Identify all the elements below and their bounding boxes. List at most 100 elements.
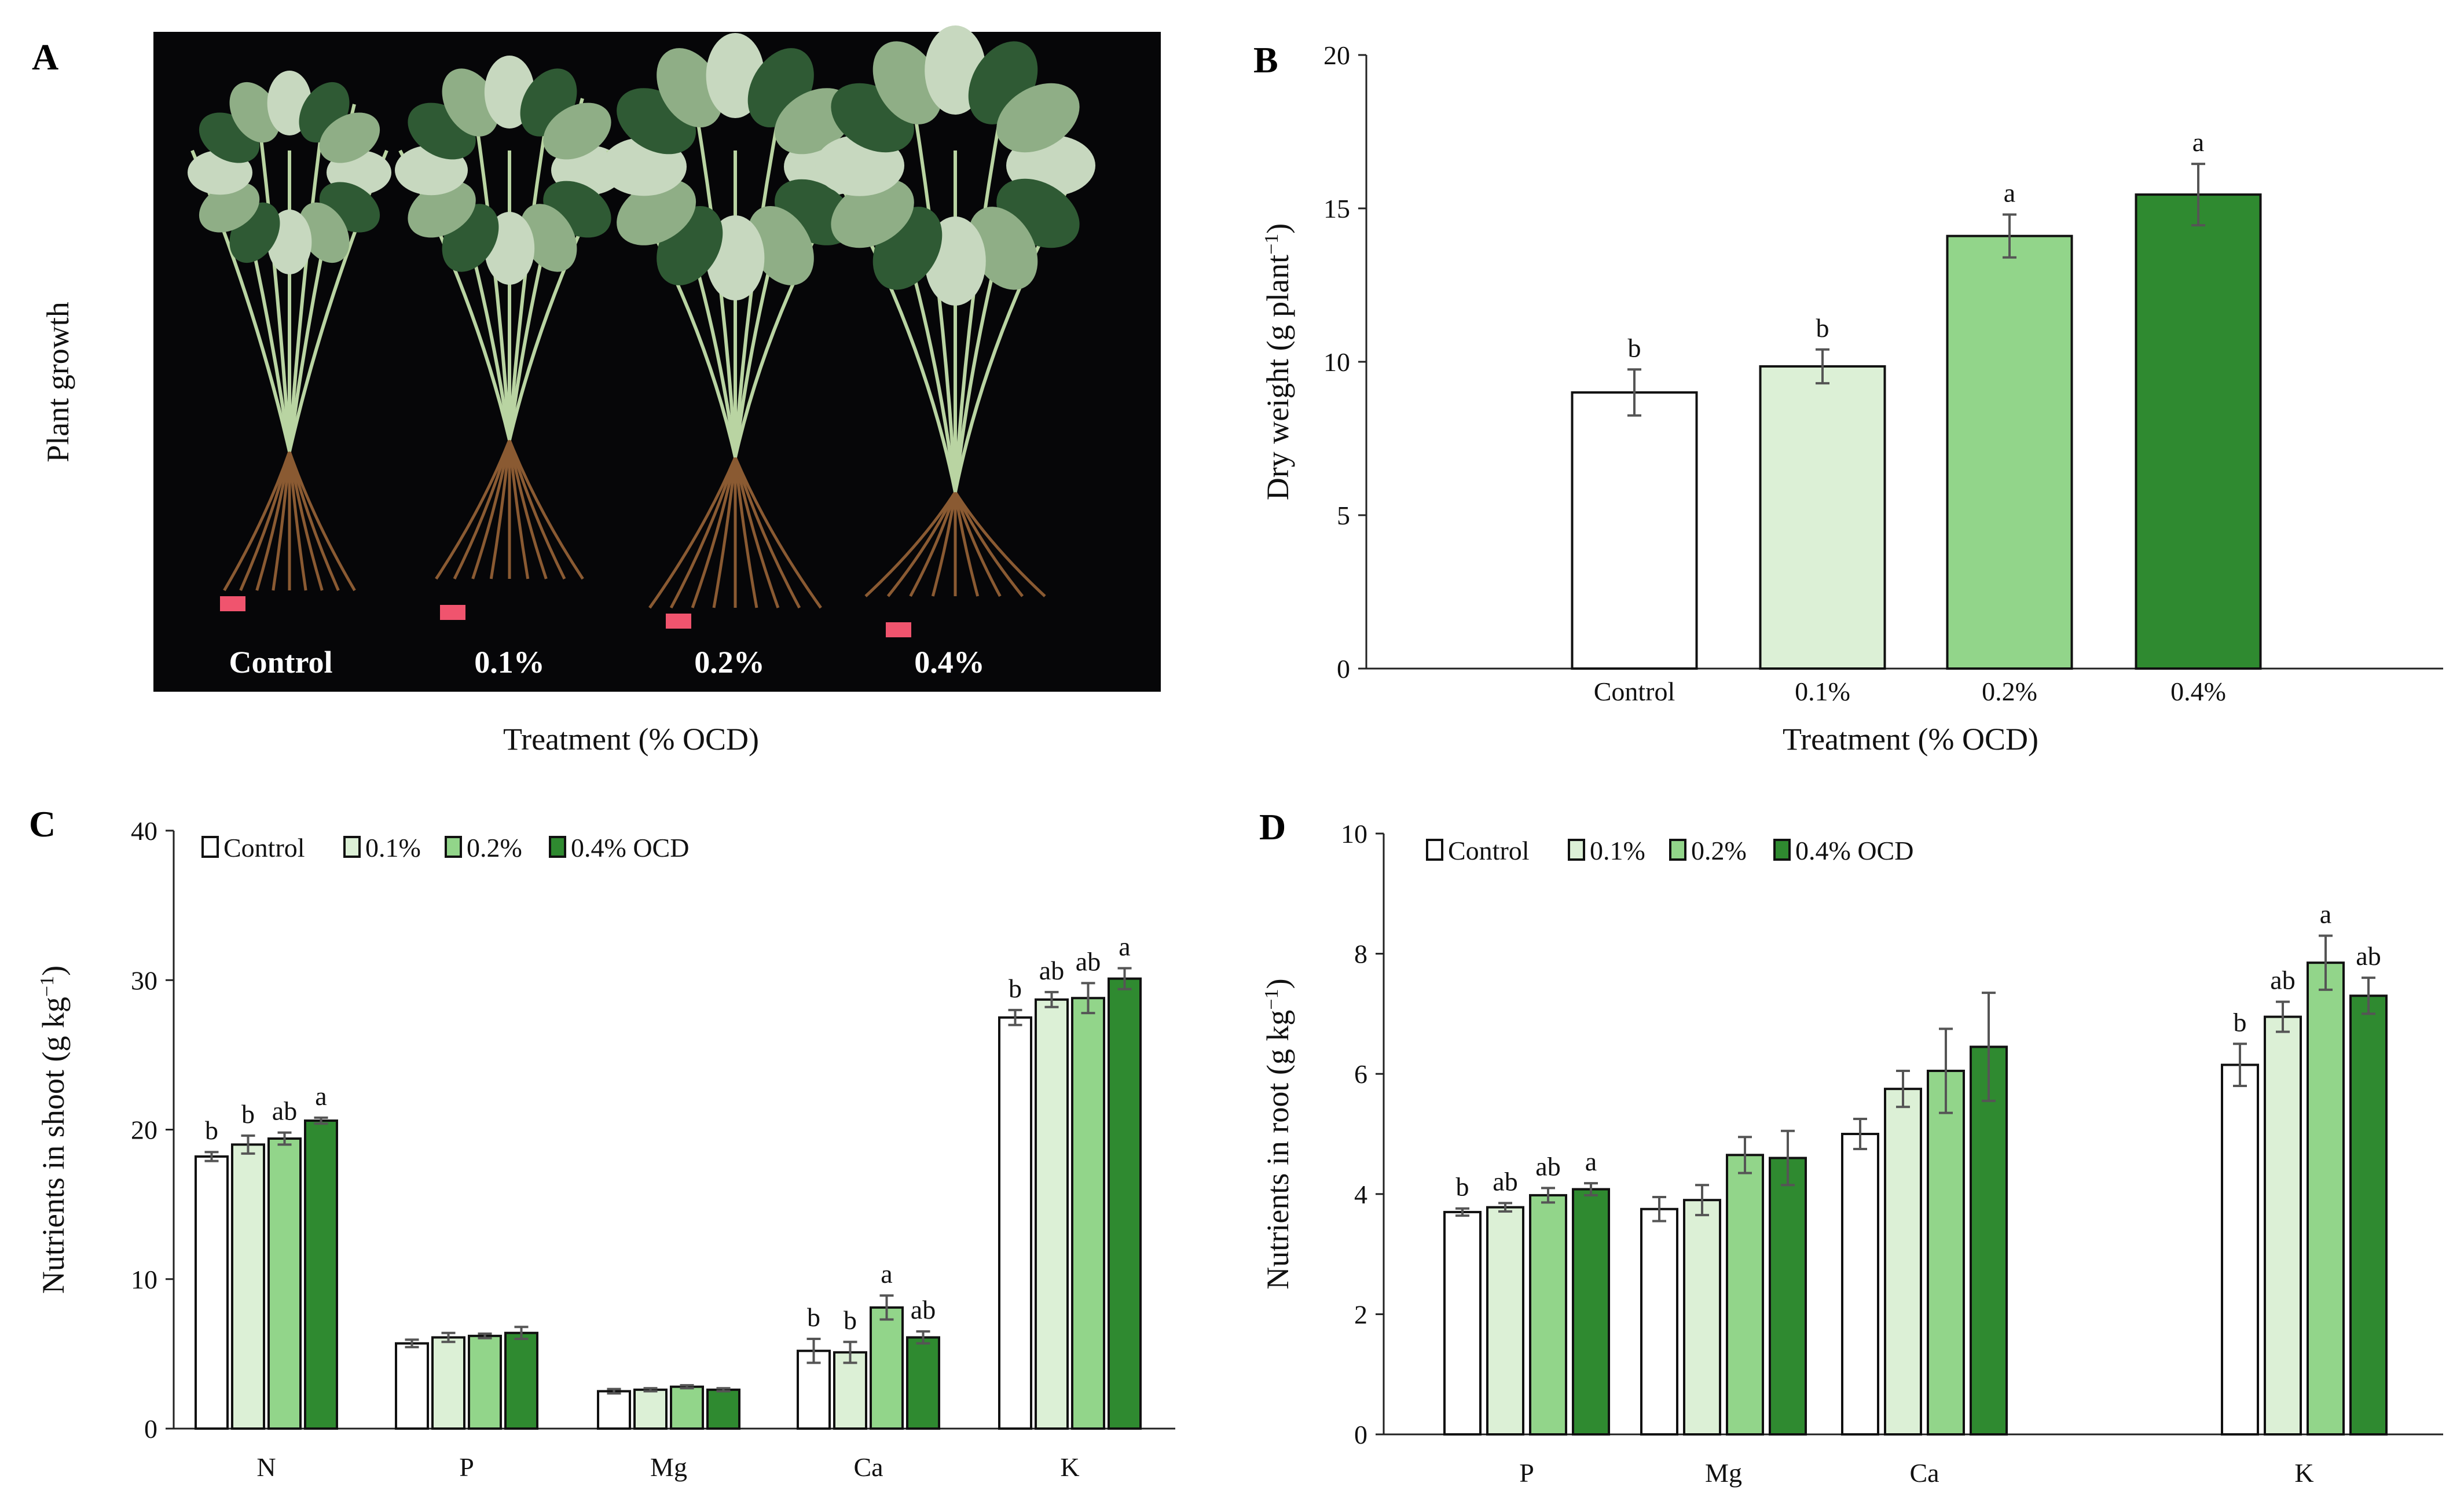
root-strand <box>691 457 737 608</box>
legend-label: Control <box>1448 836 1530 865</box>
y-tick-label: 0 <box>144 1414 157 1444</box>
significance-letter: ab <box>1493 1166 1517 1196</box>
root-strand <box>931 491 957 597</box>
significance-letter: ab <box>1535 1151 1560 1181</box>
x-tick-label: P <box>459 1452 474 1482</box>
y-tick-label: 8 <box>1354 939 1367 969</box>
y-axis-title-text: Nutrients in root (g kg <box>1260 1010 1295 1290</box>
stem <box>508 124 548 441</box>
significance-letter: b <box>844 1305 857 1335</box>
root-strand <box>886 491 957 597</box>
y-axis-title-close: ) <box>1260 223 1295 234</box>
x-tick-label: K <box>1060 1452 1079 1482</box>
root-strand <box>453 439 511 580</box>
x-tick-label: 0.2% <box>1982 677 2037 706</box>
significance-letter: b <box>2234 1007 2247 1037</box>
leaf <box>996 83 1080 153</box>
legend-swatch <box>1773 839 1791 861</box>
y-tick-label: 2 <box>1354 1300 1367 1329</box>
x-tick-label: Mg <box>650 1452 687 1482</box>
label-tag <box>666 614 691 629</box>
bar <box>1946 234 2073 670</box>
stem <box>288 127 324 452</box>
legend-swatch <box>445 836 462 858</box>
photo-label-1: Control <box>229 645 332 680</box>
x-tick-label: 0.4% <box>2170 677 2226 706</box>
significance-letter: b <box>807 1302 820 1332</box>
significance-letter: a <box>315 1081 327 1111</box>
root-strand <box>712 457 737 608</box>
x-tick-label: Control <box>1594 677 1675 706</box>
root-strand <box>954 491 980 597</box>
significance-letter: b <box>205 1115 218 1145</box>
plant-3 <box>602 33 869 629</box>
y-tick-label: 0 <box>1337 654 1350 684</box>
y-tick-label: 30 <box>131 966 157 995</box>
y-tick-label: 20 <box>131 1115 157 1145</box>
plant-4 <box>815 25 1095 637</box>
legend-swatch <box>1426 839 1443 861</box>
y-tick-label: 6 <box>1354 1059 1367 1089</box>
leaf <box>831 178 914 248</box>
y-axis-title-sup: −1 <box>1261 989 1282 1010</box>
bar <box>906 1336 940 1430</box>
bar <box>670 1385 704 1430</box>
legend-label: 0.2% <box>467 833 522 862</box>
plant-2 <box>395 56 624 620</box>
root-strand <box>954 491 1024 597</box>
significance-letter: a <box>881 1259 892 1289</box>
significance-letter: b <box>1456 1172 1469 1202</box>
legend-label: 0.4% OCD <box>1795 836 1913 865</box>
significance-letter: ab <box>2270 966 2295 995</box>
significance-letter: b <box>1816 313 1829 343</box>
leaf <box>968 207 1038 290</box>
bar <box>1486 1206 1524 1436</box>
significance-letter: b <box>1009 974 1022 1003</box>
root-strand <box>223 451 291 592</box>
significance-letter: a <box>2004 178 2015 208</box>
label-tag <box>220 596 245 611</box>
y-tick-label: 20 <box>1323 41 1350 70</box>
bar <box>2307 961 2345 1436</box>
bar <box>1726 1154 1764 1436</box>
root-strand <box>734 457 780 608</box>
y-axis-title-close: ) <box>1260 978 1295 989</box>
significance-letter: ab <box>2356 941 2381 971</box>
bar <box>1759 365 1886 670</box>
y-axis-title: Dry weight (g plant−1) <box>1260 223 1295 501</box>
significance-letter: ab <box>1039 956 1064 985</box>
bar <box>2221 1063 2259 1436</box>
x-axis-title: Treatment (% OCD) <box>1783 722 2038 757</box>
bar <box>1572 1188 1610 1436</box>
root-strand <box>288 451 356 592</box>
bar <box>2264 1015 2302 1436</box>
root-strand <box>471 439 511 579</box>
leaf <box>543 102 611 160</box>
bar <box>706 1388 740 1430</box>
leaf <box>229 82 280 143</box>
leaf <box>319 112 380 163</box>
root-strand <box>909 491 957 597</box>
panel-a-photo: Plant growth Control 0.1% 0.2% 0.4% Treatme… <box>41 25 1161 757</box>
bar <box>1108 977 1142 1430</box>
legend-label: 0.4% OCD <box>571 833 689 862</box>
root-strand <box>508 439 566 580</box>
root-strand <box>508 439 530 579</box>
x-tick-label: Mg <box>1705 1458 1742 1488</box>
leaf <box>408 181 476 238</box>
bar <box>1529 1194 1567 1436</box>
leaf <box>617 179 696 245</box>
stem <box>954 118 1002 493</box>
significance-letter: b <box>241 1099 255 1129</box>
bar <box>870 1306 904 1430</box>
root-strand <box>508 439 584 580</box>
root-strand <box>954 491 1046 597</box>
bar <box>195 1155 229 1430</box>
y-axis-title: Nutrients in root (g kg−1) <box>1260 978 1295 1289</box>
legend-swatch <box>201 836 219 858</box>
bar <box>267 1137 302 1430</box>
legend-swatch <box>1568 839 1585 861</box>
leaf <box>872 41 943 124</box>
